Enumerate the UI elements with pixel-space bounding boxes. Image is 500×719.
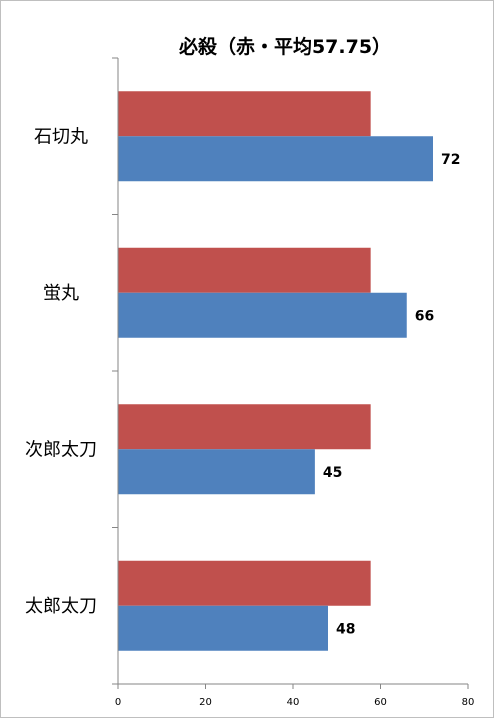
category-label-3: 太郎太刀 (25, 596, 97, 617)
x-tick-label-3: 60 (374, 697, 387, 708)
x-tick-label-2: 40 (287, 697, 300, 708)
bar-blue-1 (118, 292, 407, 338)
bar-red-0 (118, 91, 371, 137)
bar-blue-2 (118, 449, 315, 495)
bar-red-1 (118, 247, 371, 293)
data-label-3: 48 (336, 621, 355, 637)
bar-blue-3 (118, 605, 328, 651)
bar-red-3 (118, 560, 371, 606)
x-tick-label-0: 0 (115, 697, 121, 708)
data-label-1: 66 (415, 308, 434, 324)
chart-title: 必殺（赤・平均57.75） (178, 35, 391, 58)
x-tick-label-1: 20 (199, 697, 212, 708)
plot-area: 72 石切丸 66 蛍丸 45 次郎太刀 48 太郎太刀 0 20 40 60 80 (25, 57, 475, 708)
category-label-0: 石切丸 (34, 126, 88, 147)
x-tick-label-4: 80 (462, 697, 475, 708)
bar-blue-0 (118, 136, 433, 182)
data-label-2: 45 (323, 465, 342, 481)
category-label-1: 蛍丸 (43, 283, 79, 304)
bar-red-2 (118, 404, 371, 450)
data-label-0: 72 (441, 152, 460, 168)
category-label-2: 次郎太刀 (25, 439, 97, 460)
